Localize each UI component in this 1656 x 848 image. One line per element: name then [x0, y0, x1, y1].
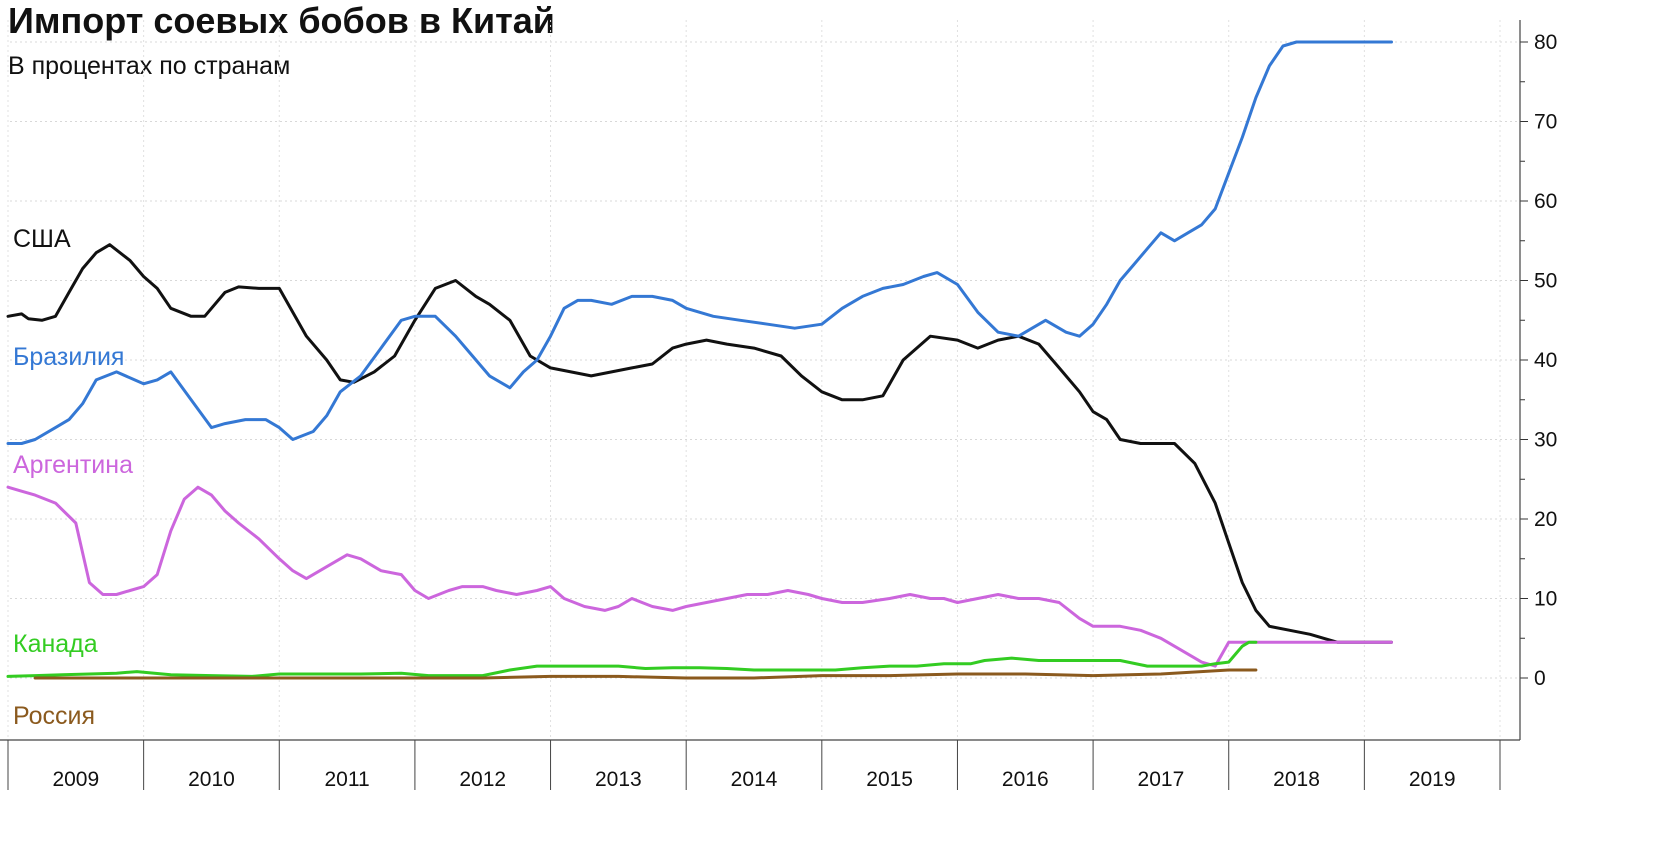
series-label-canada: Канада: [13, 630, 98, 658]
x-tick-label: 2016: [1002, 768, 1049, 791]
x-tick-label: 2013: [595, 768, 642, 791]
y-tick-label: 50: [1534, 270, 1557, 293]
x-tick-label: 2009: [52, 768, 99, 791]
y-tick-label: 20: [1534, 508, 1557, 531]
y-tick-label: 10: [1534, 588, 1557, 611]
x-tick-label: 2012: [459, 768, 506, 791]
series-line-canada: [6, 640, 1258, 678]
series-label-russia: Россия: [13, 702, 95, 730]
series-label-usa: США: [13, 225, 71, 253]
grid: [7, 20, 1520, 740]
chart-title: Импорт соевых бобов в Китай: [8, 0, 555, 41]
x-tick-label: 2018: [1273, 768, 1320, 791]
series-lines: [6, 40, 1393, 680]
chart-subtitle: В процентах по странам: [8, 52, 291, 80]
axes: 0 10 20 30 40 50 60 70 80 2009 2010 2011 2012 2013 201…: [0, 20, 1557, 791]
x-tick-label: 2014: [731, 768, 778, 791]
y-tick-label: 0: [1534, 667, 1546, 690]
series-line-argentina: [6, 485, 1393, 668]
y-tick-label: 70: [1534, 111, 1557, 134]
y-tick-label: 40: [1534, 349, 1557, 372]
y-tick-label: 80: [1534, 31, 1557, 54]
x-tick-label: 2010: [188, 768, 235, 791]
series-label-brazil: Бразилия: [13, 343, 124, 371]
x-tick-label: 2019: [1409, 768, 1456, 791]
series-line-brazil: [6, 40, 1393, 445]
series-label-argentina: Аргентина: [13, 451, 133, 479]
x-tick-label: 2011: [325, 768, 370, 791]
series-line-usa: [6, 243, 1393, 644]
series-labels: США Бразилия Аргентина Канада Россия: [13, 225, 133, 730]
x-tick-label: 2017: [1138, 768, 1185, 791]
y-tick-label: 60: [1534, 190, 1557, 213]
x-tick-label: 2015: [866, 768, 913, 791]
y-tick-label: 30: [1534, 429, 1557, 452]
series-line-russia: [33, 668, 1258, 680]
